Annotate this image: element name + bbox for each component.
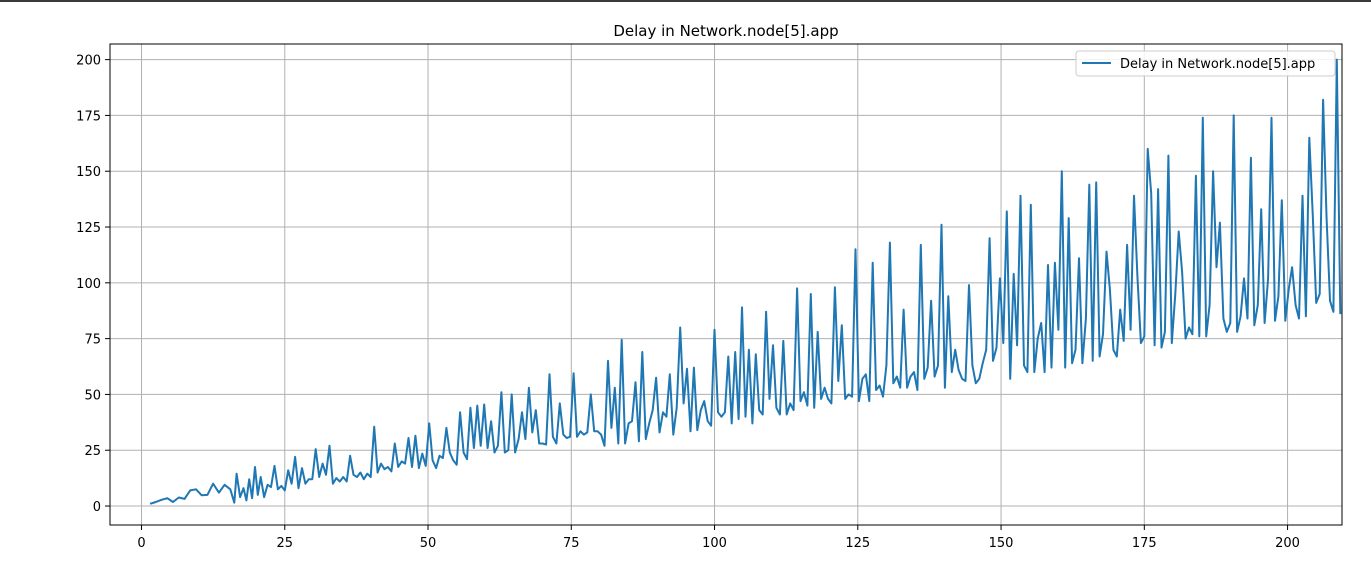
legend-box xyxy=(1075,50,1336,77)
plot-background xyxy=(110,44,1342,525)
y-tick-label: 175 xyxy=(76,109,101,124)
y-tick-label: 125 xyxy=(76,221,101,236)
y-tick-label: 150 xyxy=(76,165,101,180)
y-tick-label: 200 xyxy=(76,54,101,69)
chart-title: Delay in Network.node[5].app xyxy=(613,22,838,40)
y-tick-label: 0 xyxy=(93,500,101,515)
x-tick-label: 25 xyxy=(276,536,293,551)
y-tick-label: 25 xyxy=(84,444,101,459)
x-tick-label: 150 xyxy=(989,536,1014,551)
x-axis: 0 25 50 75 100 125 150 175 200 xyxy=(137,525,1300,551)
y-tick-label: 50 xyxy=(84,388,101,403)
y-tick-label: 75 xyxy=(84,333,101,348)
grid-lines xyxy=(110,44,1342,525)
legend-label: Delay in Network.node[5].app xyxy=(1120,57,1315,72)
x-tick-label: 75 xyxy=(563,536,580,551)
series-line-delay xyxy=(149,58,1342,505)
x-tick-label: 125 xyxy=(845,536,870,551)
x-tick-label: 50 xyxy=(420,536,437,551)
legend: Delay in Network.node[5].app xyxy=(1075,50,1336,77)
series-group xyxy=(149,58,1342,505)
y-tick-label: 100 xyxy=(76,277,101,292)
x-tick-label: 100 xyxy=(702,536,727,551)
plot-frame xyxy=(109,43,1343,526)
window-top-border xyxy=(0,0,1371,2)
x-tick-label: 0 xyxy=(137,536,145,551)
x-tick-label: 175 xyxy=(1132,536,1157,551)
y-axis: 0 25 50 75 100 125 150 175 200 xyxy=(76,54,110,515)
x-tick-label: 200 xyxy=(1275,536,1300,551)
